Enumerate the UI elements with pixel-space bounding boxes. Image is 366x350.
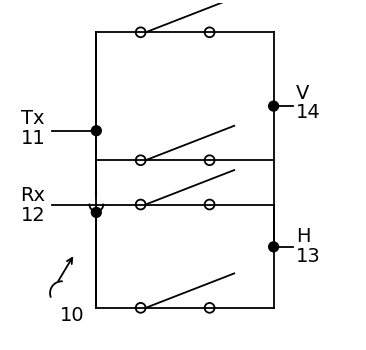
Text: 13: 13	[296, 247, 321, 266]
Text: 12: 12	[20, 206, 45, 225]
Text: Tx: Tx	[20, 110, 44, 128]
Circle shape	[269, 101, 279, 111]
Circle shape	[92, 126, 101, 136]
Text: 10: 10	[60, 306, 85, 325]
Circle shape	[92, 208, 101, 217]
Text: H: H	[296, 228, 311, 246]
Text: Rx: Rx	[20, 186, 45, 205]
Text: 14: 14	[296, 104, 321, 122]
Text: 11: 11	[20, 129, 45, 148]
Circle shape	[269, 242, 279, 252]
Text: V: V	[296, 84, 310, 103]
